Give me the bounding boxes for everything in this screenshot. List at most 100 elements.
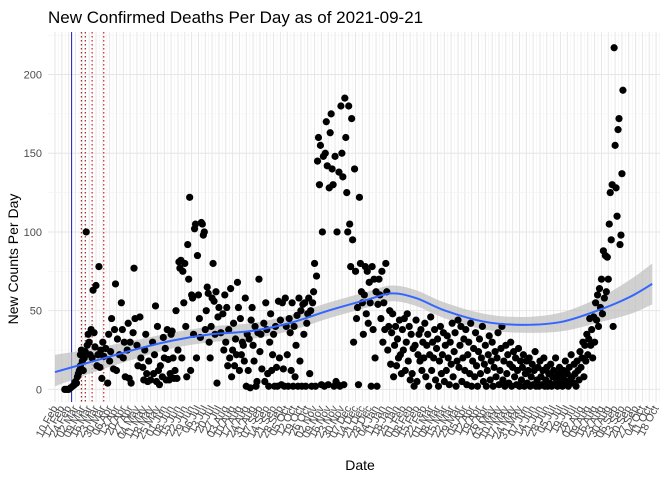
data-point	[241, 294, 249, 302]
data-point	[311, 382, 320, 390]
data-point	[585, 335, 593, 343]
data-point	[341, 94, 349, 102]
data-point	[597, 275, 606, 283]
data-point	[503, 370, 511, 378]
data-point	[379, 338, 387, 346]
data-point	[348, 114, 356, 123]
data-point	[517, 376, 526, 384]
data-point	[424, 330, 432, 338]
data-point	[525, 354, 533, 362]
data-point	[302, 382, 310, 390]
data-point	[185, 275, 193, 283]
data-point	[349, 338, 358, 346]
data-point	[446, 338, 454, 346]
data-point	[120, 338, 128, 346]
data-point	[430, 325, 439, 334]
data-point	[315, 181, 324, 189]
data-point	[468, 382, 476, 390]
data-point	[130, 264, 138, 272]
data-point	[293, 311, 301, 320]
data-point	[290, 322, 298, 331]
data-point	[385, 322, 393, 331]
data-point	[481, 341, 489, 349]
data-point	[349, 236, 357, 244]
data-point	[276, 316, 285, 324]
data-point	[547, 360, 555, 368]
data-point	[594, 322, 603, 331]
data-point	[269, 351, 277, 359]
data-point	[511, 373, 519, 381]
data-point	[145, 357, 153, 365]
data-point	[209, 259, 217, 268]
data-point	[240, 357, 248, 365]
data-point	[153, 322, 162, 331]
data-point	[329, 181, 337, 189]
data-point	[390, 341, 399, 349]
data-point	[589, 354, 597, 362]
data-point	[465, 338, 473, 346]
data-point	[444, 354, 452, 362]
data-point	[169, 354, 177, 362]
data-point	[337, 102, 345, 110]
smooth-trend-line	[54, 283, 653, 374]
data-point	[486, 376, 494, 384]
data-point	[483, 366, 491, 375]
data-point	[111, 280, 120, 288]
data-point	[582, 357, 590, 365]
data-point	[368, 262, 376, 271]
data-point	[339, 173, 347, 181]
data-point	[360, 291, 368, 299]
data-point	[433, 335, 442, 343]
data-point	[581, 341, 589, 349]
data-point	[347, 262, 355, 271]
data-point	[482, 382, 490, 390]
data-point	[139, 363, 147, 371]
data-point	[404, 357, 412, 365]
data-point	[321, 149, 329, 157]
data-point	[195, 314, 204, 323]
data-point	[283, 351, 291, 359]
data-point	[473, 382, 482, 390]
data-point	[227, 285, 235, 293]
data-point	[420, 354, 428, 362]
data-point	[496, 366, 504, 375]
data-point	[287, 366, 295, 375]
data-point	[455, 363, 463, 371]
data-point	[207, 322, 215, 331]
data-point	[516, 357, 525, 365]
data-point	[518, 363, 527, 371]
data-point	[346, 220, 354, 228]
data-point	[91, 343, 99, 351]
data-point	[133, 341, 141, 349]
data-point	[272, 363, 281, 371]
data-point	[343, 188, 351, 197]
data-point	[113, 335, 122, 343]
data-point	[92, 281, 100, 290]
data-point	[244, 366, 252, 375]
data-point	[117, 299, 125, 307]
data-point	[405, 322, 413, 331]
data-point	[382, 259, 390, 268]
data-point	[540, 354, 548, 362]
data-point	[260, 319, 268, 327]
data-point	[313, 157, 322, 165]
data-point	[387, 360, 395, 368]
data-point	[213, 379, 221, 387]
data-point	[493, 354, 501, 362]
data-point	[492, 373, 500, 381]
data-point	[184, 240, 192, 249]
data-point	[82, 228, 90, 236]
data-point	[447, 360, 455, 368]
data-point	[182, 322, 190, 331]
data-point	[598, 310, 607, 318]
data-point	[248, 303, 256, 312]
data-point	[314, 133, 323, 142]
data-point	[567, 351, 575, 359]
data-point	[367, 382, 375, 390]
data-point	[231, 335, 240, 343]
data-point	[342, 133, 350, 142]
data-point	[198, 220, 206, 228]
data-point	[221, 291, 229, 299]
data-point	[355, 193, 364, 201]
data-point	[230, 362, 239, 370]
